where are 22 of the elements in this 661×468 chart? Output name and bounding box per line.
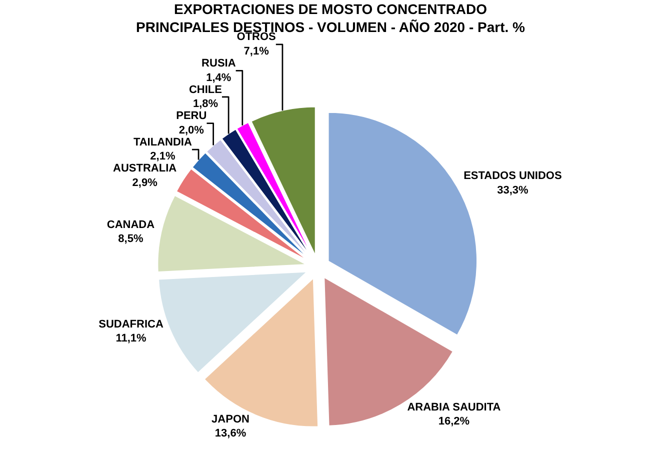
slice-label: AUSTRALIA <box>113 162 177 175</box>
slice-label: SUDAFRICA <box>98 318 164 330</box>
data-label: 2,9% <box>132 177 158 190</box>
chart-title: EXPORTACIONES DE MOSTO CONCENTRADO <box>174 1 488 18</box>
data-label: 8,5% <box>118 233 144 246</box>
slice-label: TAILANDIA <box>133 136 192 148</box>
data-label: 13,6% <box>214 428 246 440</box>
data-label: 16,2% <box>438 416 470 428</box>
data-label: 2,1% <box>150 150 176 163</box>
data-label: 33,3% <box>497 184 528 197</box>
slice-label: CHILE <box>188 84 222 96</box>
data-label: 7,1% <box>244 46 270 58</box>
data-label: 1,4% <box>206 72 232 84</box>
slice-label: ESTADOS UNIDOS <box>464 170 562 182</box>
slice-label: PERU <box>176 110 207 122</box>
data-label: 11,1% <box>116 332 147 345</box>
slice-label: ARABIA SAUDITA <box>407 401 501 414</box>
slice-label: JAPON <box>212 413 250 426</box>
slice-label: RUSIA <box>202 58 236 70</box>
slice-label: CANADA <box>106 218 155 231</box>
data-label: 1,8% <box>192 98 218 110</box>
data-label: 2,0% <box>178 124 204 136</box>
